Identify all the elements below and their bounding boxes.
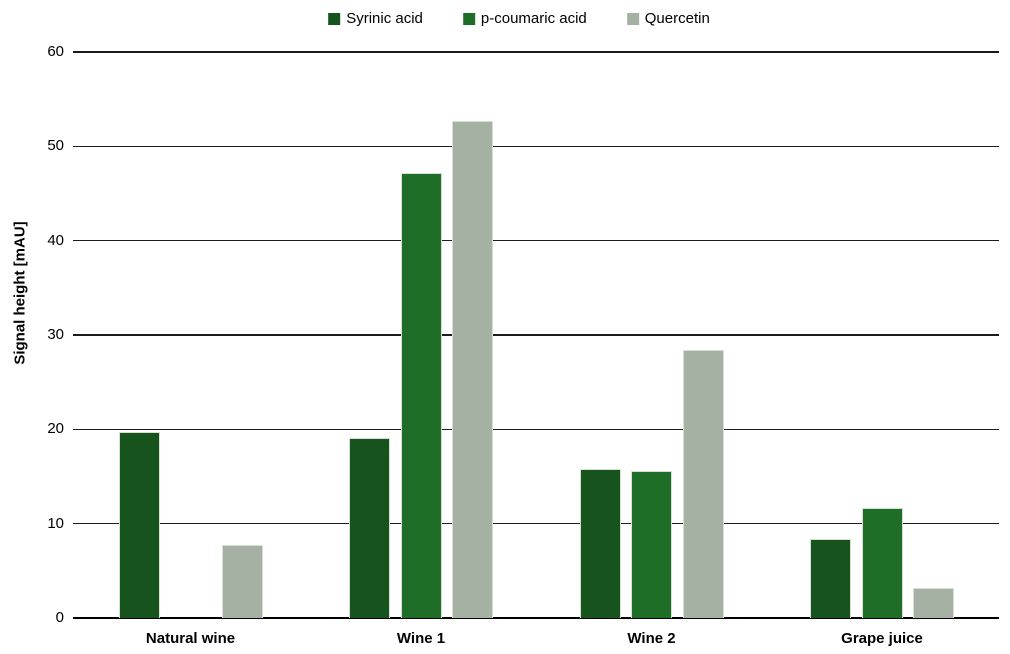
- legend-item-quercetin: Quercetin: [626, 10, 710, 27]
- legend-label: p-coumaric acid: [480, 10, 587, 27]
- legend: Syrinic acid p-coumaric acid Quercetin: [328, 10, 710, 27]
- legend-swatch-icon: [328, 12, 341, 25]
- gridline-y40: [73, 239, 999, 242]
- bar-p-coumaric-acid-wine-1: [400, 172, 442, 618]
- legend-item-p-coumaric-acid: p-coumaric acid: [462, 10, 587, 27]
- y-tick-label-10: 10: [47, 514, 64, 532]
- bar-quercetin-wine-2: [682, 350, 724, 618]
- y-tick-label-50: 50: [47, 137, 64, 155]
- y-tick-label-60: 60: [47, 43, 64, 60]
- gridline-y60: [73, 51, 999, 53]
- bar-quercetin-grape-juice: [913, 587, 954, 618]
- bar-quercetin-natural-wine: [221, 545, 263, 618]
- bar-quercetin-wine-1: [452, 120, 493, 618]
- y-tick-label-20: 20: [47, 420, 64, 438]
- legend-swatch-icon: [626, 12, 639, 25]
- gridline-y30: [73, 334, 999, 336]
- gridline-y20: [73, 428, 999, 431]
- y-tick-label-0: 0: [55, 609, 64, 626]
- x-category-label-wine-2: Wine 2: [627, 630, 676, 647]
- gridline-y50: [73, 145, 999, 148]
- y-tick-label-40: 40: [47, 231, 64, 249]
- x-category-label-wine-1: Wine 1: [396, 630, 446, 647]
- x-category-label-natural-wine: Natural wine: [145, 630, 236, 647]
- bar-p-coumaric-acid-grape-juice: [861, 507, 903, 618]
- bar-syrinic-acid-natural-wine: [118, 432, 160, 618]
- legend-item-syrinic-acid: Syrinic acid: [328, 10, 423, 27]
- bar-p-coumaric-acid-wine-2: [631, 470, 672, 618]
- x-axis-line: [73, 617, 999, 619]
- y-tick-label-30: 30: [47, 326, 64, 343]
- legend-label: Syrinic acid: [346, 10, 423, 27]
- bar-syrinic-acid-grape-juice: [810, 538, 851, 618]
- legend-swatch-icon: [462, 12, 475, 25]
- legend-label: Quercetin: [644, 10, 710, 27]
- bar-syrinic-acid-wine-2: [579, 468, 621, 618]
- x-category-label-grape-juice: Grape juice: [841, 630, 923, 647]
- bar-syrinic-acid-wine-1: [349, 437, 390, 618]
- gridline-y10: [73, 522, 999, 525]
